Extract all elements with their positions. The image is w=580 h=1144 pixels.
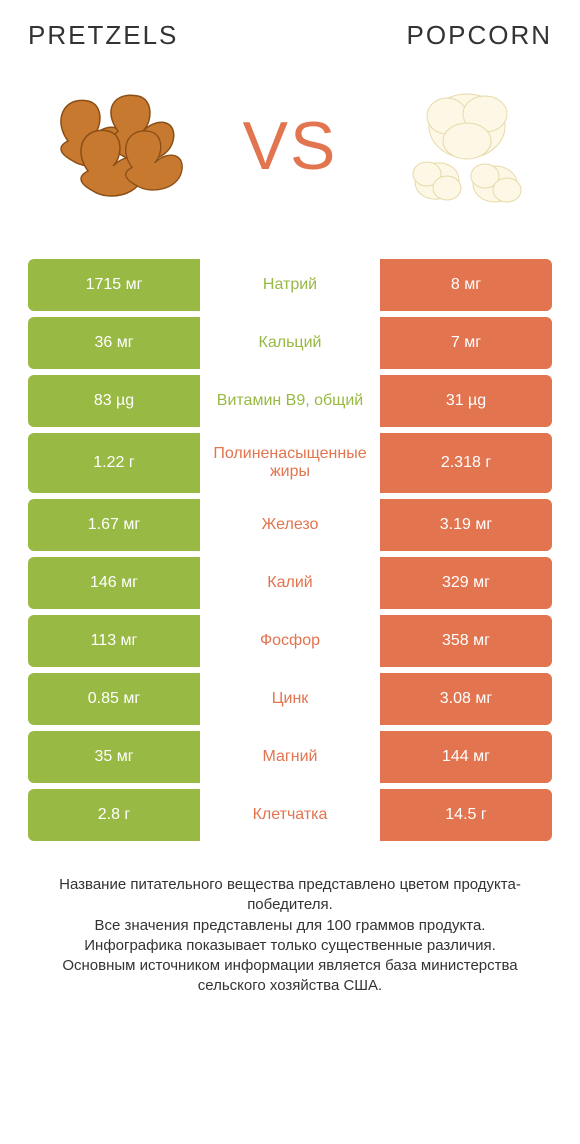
nutrient-row: 36 мгКальций7 мг	[28, 317, 552, 369]
right-value-cell: 31 µg	[380, 375, 552, 427]
nutrient-label: Магний	[200, 731, 380, 783]
popcorn-image	[382, 61, 552, 231]
left-value-cell: 1.22 г	[28, 433, 200, 493]
vs-label: VS	[243, 107, 338, 185]
right-value-cell: 7 мг	[380, 317, 552, 369]
nutrient-row: 83 µgВитамин B9, общий31 µg	[28, 375, 552, 427]
left-value-cell: 113 мг	[28, 615, 200, 667]
footnote-line: Название питательного вещества представл…	[34, 875, 546, 916]
footnote-line: Инфографика показывает только существенн…	[34, 936, 546, 956]
nutrient-label: Полиненасыщенные жиры	[200, 433, 380, 493]
right-value-cell: 3.08 мг	[380, 673, 552, 725]
nutrient-label: Натрий	[200, 259, 380, 311]
left-value-cell: 1.67 мг	[28, 499, 200, 551]
left-value-cell: 2.8 г	[28, 789, 200, 841]
left-value-cell: 1715 мг	[28, 259, 200, 311]
nutrient-label: Клетчатка	[200, 789, 380, 841]
footnote-text: Название питательного вещества представл…	[28, 875, 552, 997]
nutrient-row: 113 мгФосфор358 мг	[28, 615, 552, 667]
nutrient-row: 0.85 мгЦинк3.08 мг	[28, 673, 552, 725]
nutrient-row: 35 мгМагний144 мг	[28, 731, 552, 783]
right-value-cell: 14.5 г	[380, 789, 552, 841]
left-value-cell: 83 µg	[28, 375, 200, 427]
nutrient-label: Калий	[200, 557, 380, 609]
nutrient-row: 146 мгКалий329 мг	[28, 557, 552, 609]
vs-row: VS	[28, 61, 552, 231]
nutrient-row: 1.67 мгЖелезо3.19 мг	[28, 499, 552, 551]
right-value-cell: 144 мг	[380, 731, 552, 783]
nutrient-table: 1715 мгНатрий8 мг 36 мгКальций7 мг 83 µgВи…	[28, 259, 552, 841]
footnote-line: Основным источником информации является …	[34, 956, 546, 997]
left-value-cell: 0.85 мг	[28, 673, 200, 725]
left-value-cell: 35 мг	[28, 731, 200, 783]
nutrient-label: Витамин B9, общий	[200, 375, 380, 427]
left-value-cell: 146 мг	[28, 557, 200, 609]
left-food-title: PRETZELS	[28, 20, 178, 51]
nutrient-row: 1715 мгНатрий8 мг	[28, 259, 552, 311]
right-value-cell: 329 мг	[380, 557, 552, 609]
footnote-line: Все значения представлены для 100 граммо…	[34, 916, 546, 936]
right-value-cell: 8 мг	[380, 259, 552, 311]
nutrient-label: Железо	[200, 499, 380, 551]
nutrient-label: Кальций	[200, 317, 380, 369]
nutrient-label: Фосфор	[200, 615, 380, 667]
nutrient-row: 2.8 гКлетчатка14.5 г	[28, 789, 552, 841]
right-value-cell: 358 мг	[380, 615, 552, 667]
right-value-cell: 2.318 г	[380, 433, 552, 493]
nutrient-label: Цинк	[200, 673, 380, 725]
pretzels-image	[28, 61, 198, 231]
nutrient-row: 1.22 гПолиненасыщенные жиры2.318 г	[28, 433, 552, 493]
left-value-cell: 36 мг	[28, 317, 200, 369]
header: PRETZELS POPCORN	[28, 20, 552, 51]
right-food-title: POPCORN	[407, 20, 552, 51]
right-value-cell: 3.19 мг	[380, 499, 552, 551]
